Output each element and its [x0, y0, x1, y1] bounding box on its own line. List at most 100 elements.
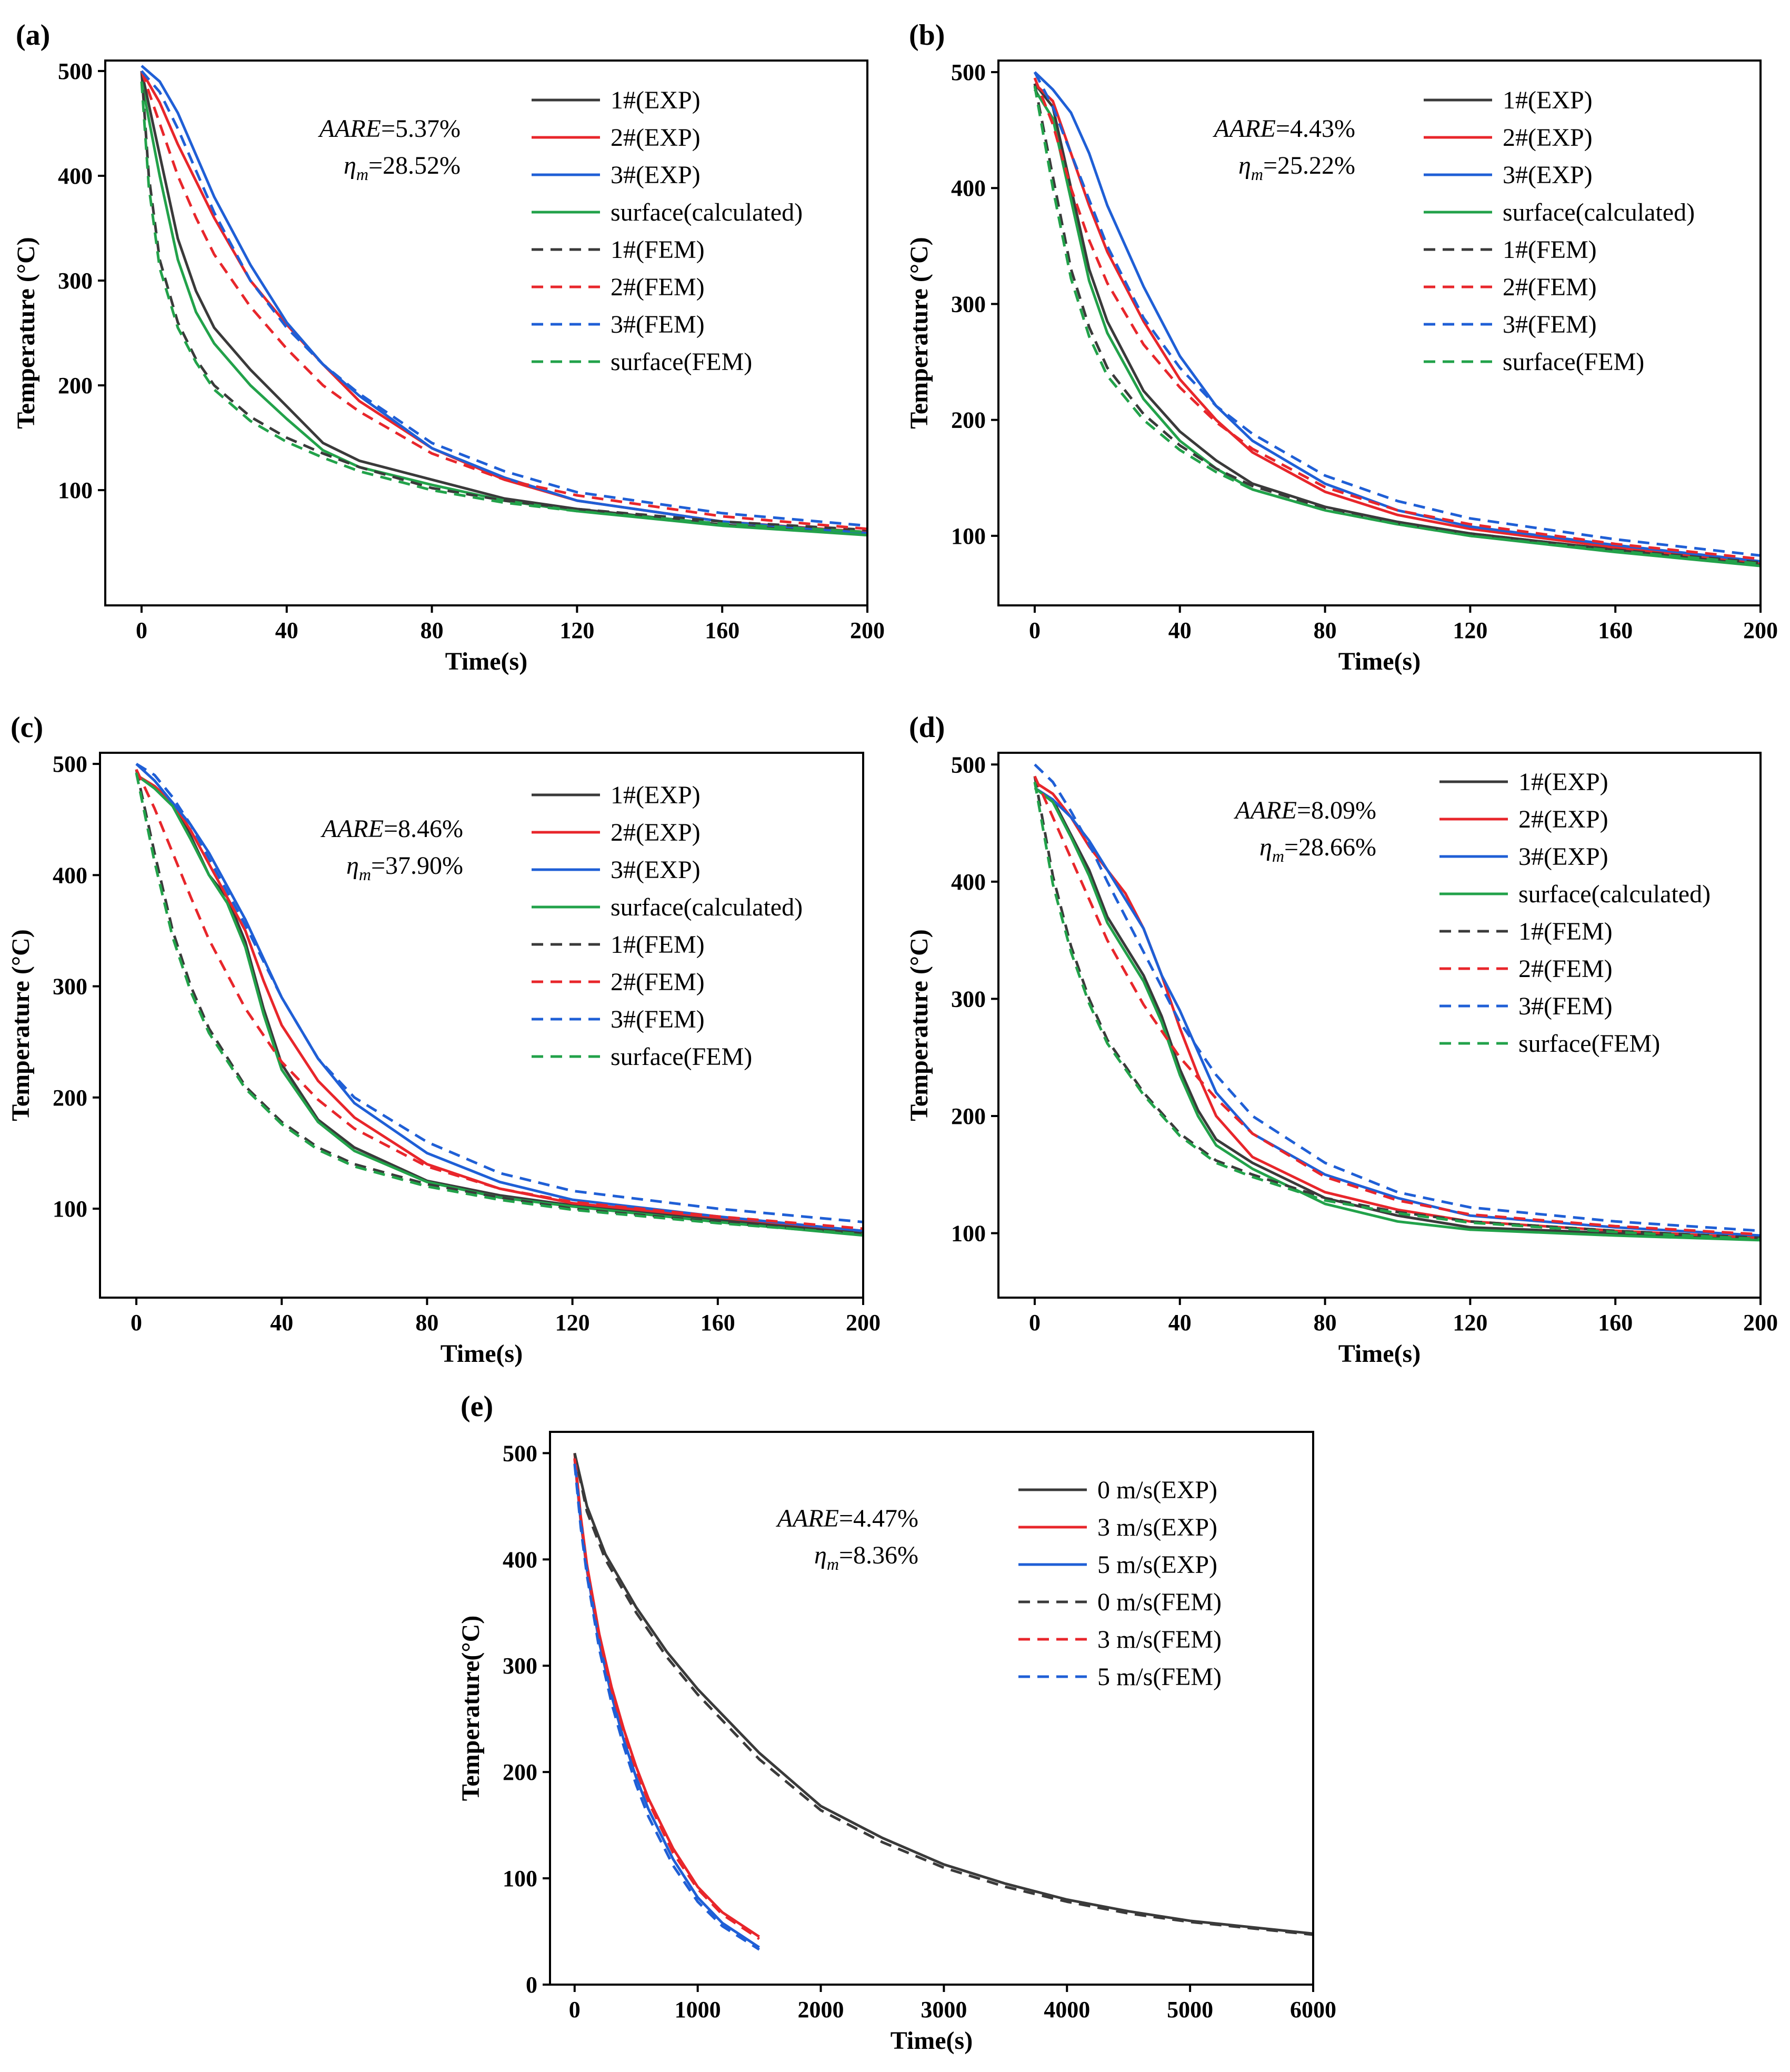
- x-tick-label: 5000: [1167, 1997, 1213, 2023]
- legend-entry: surface(calculated): [1503, 198, 1695, 226]
- legend-entry: surface(calculated): [1518, 880, 1711, 908]
- legend-entry: 3#(EXP): [611, 856, 701, 884]
- y-axis-label: Temperature (°C): [905, 237, 933, 429]
- eta-label: η: [346, 852, 359, 880]
- legend-entry: 3#(FEM): [1518, 992, 1613, 1020]
- legend-entry: surface(FEM): [611, 1043, 752, 1071]
- y-tick-label: 300: [503, 1653, 537, 1679]
- legend-entry: 2#(EXP): [1503, 124, 1593, 152]
- series-line-surface-calculated-: [1033, 88, 1761, 567]
- plot-area: [573, 1452, 1313, 1951]
- series-line-1-exp-: [1034, 83, 1761, 566]
- x-tick-label: 200: [846, 1310, 881, 1336]
- chart-d: (d) 0 40 80 120 160 200 100 200 300 400 500 Time(s) T…: [905, 711, 1778, 1368]
- y-tick-label: 500: [951, 59, 986, 85]
- legend: 1#(EXP) 2#(EXP) 3#(EXP) surface(calculated)…: [532, 86, 803, 376]
- series-line-2-exp-: [135, 774, 863, 1232]
- annotation: AARE=8.09% ηm=28.66%: [1234, 796, 1376, 865]
- eta-label: η: [1238, 152, 1251, 180]
- aare-value: =8.46%: [384, 815, 463, 843]
- chart-e: (e) 0 1000 2000 3000 4000 5000 6000 0 100 200 300 40…: [457, 1390, 1336, 2055]
- chart-b: (b) 0 40 80 120 160 200 100 200 300 400 500 Time(s) T…: [905, 19, 1778, 675]
- x-tick-label: 6000: [1290, 1997, 1336, 2023]
- legend-entry: 1#(FEM): [611, 236, 705, 264]
- aare-label: AARE: [318, 115, 381, 143]
- series-line-2-fem-: [140, 71, 867, 531]
- x-tick-label: 3000: [921, 1997, 967, 2023]
- plot-frame: [104, 59, 868, 606]
- x-tick-label: 0: [1029, 1310, 1041, 1336]
- legend-entry: 3#(EXP): [1518, 843, 1608, 871]
- y-tick-label: 400: [951, 175, 986, 201]
- x-tick-label: 40: [270, 1310, 293, 1336]
- aare-value: =4.43%: [1276, 115, 1355, 143]
- legend-entry: 3#(FEM): [611, 311, 705, 338]
- x-tick-label: 0: [136, 617, 147, 643]
- y-tick-label: 300: [951, 986, 986, 1012]
- legend-entry: 3 m/s(FEM): [1097, 1626, 1222, 1653]
- legend: 1#(EXP) 2#(EXP) 3#(EXP) surface(calculated)…: [1439, 768, 1711, 1058]
- y-tick-label: 100: [951, 523, 986, 549]
- legend-entry: 2#(FEM): [611, 273, 705, 301]
- legend-entry: 3#(FEM): [1503, 311, 1597, 338]
- series-line-1-fem-: [1033, 776, 1761, 1239]
- aare-label: AARE: [1213, 115, 1276, 143]
- y-tick-label: 400: [53, 862, 87, 888]
- panel-label: (c): [11, 711, 43, 744]
- series-line-5-m-s-exp-: [573, 1458, 760, 1949]
- y-axis-label: Temperature(°C): [457, 1616, 485, 1801]
- y-tick-label: 400: [951, 869, 986, 895]
- y-tick-label: 500: [53, 751, 87, 777]
- eta-annotation: ηm=37.90%: [346, 852, 463, 884]
- y-tick-label: 500: [503, 1440, 537, 1466]
- x-tick-label: 120: [1453, 1310, 1487, 1336]
- legend-entry: surface(FEM): [611, 348, 752, 376]
- series-line-0-m-s-fem-: [573, 1452, 1313, 1936]
- legend: 1#(EXP) 2#(EXP) 3#(EXP) surface(calculated)…: [1424, 86, 1695, 376]
- x-tick-label: 0: [569, 1997, 581, 2023]
- eta-annotation: ηm=28.66%: [1259, 833, 1376, 865]
- legend-entry: 1#(FEM): [1518, 918, 1613, 945]
- series-line-3-fem-: [1033, 71, 1761, 557]
- legend-entry: surface(FEM): [1503, 348, 1644, 376]
- series-line-3-m-s-fem-: [573, 1458, 760, 1940]
- eta-label: η: [814, 1541, 827, 1569]
- legend-entry: 2#(FEM): [1518, 955, 1613, 983]
- panel-label: (e): [461, 1390, 493, 1423]
- aare-annotation: AARE=5.37%: [318, 115, 461, 143]
- y-tick-label: 200: [503, 1759, 537, 1785]
- legend-entry: 1#(FEM): [1503, 236, 1597, 264]
- panel-label: (a): [16, 19, 50, 52]
- series-line-2-exp-: [140, 70, 867, 534]
- y-tick-label: 200: [53, 1085, 87, 1111]
- x-tick-label: 2000: [798, 1997, 844, 2023]
- x-tick-label: 40: [1168, 617, 1192, 643]
- plot-area: [1033, 763, 1761, 1242]
- eta-annotation: ηm=28.52%: [344, 152, 461, 184]
- legend-entry: 3#(EXP): [611, 161, 701, 189]
- annotation: AARE=5.37% ηm=28.52%: [318, 115, 461, 184]
- eta-subscript: m: [1251, 165, 1263, 184]
- legend: 1#(EXP) 2#(EXP) 3#(EXP) surface(calculated)…: [532, 781, 803, 1071]
- x-tick-label: 160: [1598, 617, 1633, 643]
- legend-entry: 1#(EXP): [611, 781, 701, 809]
- aare-annotation: AARE=4.47%: [776, 1505, 918, 1532]
- legend: 0 m/s(EXP) 3 m/s(EXP) 5 m/s(EXP) 0 m/s(FEM)…: [1018, 1476, 1222, 1691]
- legend-entry: surface(calculated): [611, 893, 803, 921]
- plot-area: [135, 762, 863, 1237]
- legend-entry: 0 m/s(FEM): [1097, 1588, 1222, 1616]
- eta-label: η: [1259, 833, 1272, 861]
- legend-entry: 2#(FEM): [1503, 273, 1597, 301]
- x-tick-label: 4000: [1044, 1997, 1090, 2023]
- legend-entry: 5 m/s(EXP): [1097, 1551, 1217, 1579]
- y-tick-label: 200: [951, 1103, 986, 1129]
- legend-entry: 0 m/s(EXP): [1097, 1476, 1217, 1504]
- legend-entry: 2#(EXP): [611, 124, 701, 152]
- legend-entry: 2#(FEM): [611, 968, 705, 996]
- eta-value: =37.90%: [371, 852, 463, 880]
- x-tick-label: 80: [1314, 617, 1337, 643]
- eta-label: η: [344, 152, 356, 180]
- series-line-5-m-s-fem-: [573, 1463, 760, 1951]
- y-tick-label: 300: [951, 291, 986, 317]
- series-line-surface-calculated-: [140, 81, 867, 537]
